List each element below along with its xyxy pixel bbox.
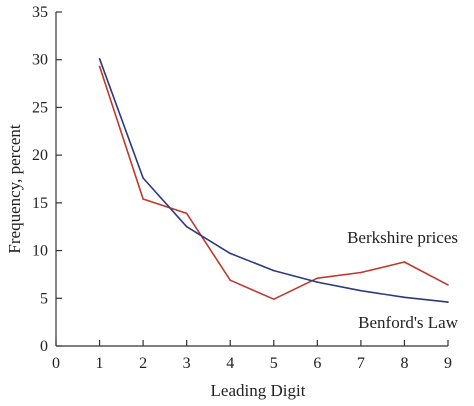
data-point-berkshire-6: [316, 277, 319, 280]
data-point-berkshire-8: [403, 261, 406, 263]
data-point-berkshire-2: [142, 198, 144, 200]
data-point-berkshire-7: [360, 271, 362, 274]
series-line-benfords-law: [98, 58, 449, 303]
x-tick-label-8: 8: [400, 355, 408, 372]
annotation-benfords-law: Benford's Law: [358, 313, 459, 332]
series-line-berkshire-prices: [98, 66, 449, 301]
data-point-berkshire-5: [272, 298, 275, 301]
y-tick-label-5: 5: [40, 290, 48, 307]
y-axis-label: Frequency, percent: [5, 124, 24, 253]
y-tick-label-0: 0: [40, 338, 48, 355]
x-ticks: 0 1 2 3 4 5 6 7 8 9: [52, 340, 452, 372]
data-point-benford-3: [185, 225, 188, 228]
data-point-berkshire-1: [98, 65, 101, 68]
x-tick-label-5: 5: [270, 355, 278, 372]
y-tick-label-15: 15: [32, 195, 48, 212]
data-point-benford-5: [272, 269, 275, 272]
y-ticks: 0 5 10 15 20 25 30 35: [32, 4, 62, 355]
data-point-benford-1: [98, 57, 101, 60]
data-point-benford-4: [229, 252, 232, 255]
y-tick-label-25: 25: [32, 99, 48, 116]
y-tick-label-30: 30: [32, 52, 48, 69]
x-tick-label-0: 0: [52, 355, 60, 372]
y-tick-label-20: 20: [32, 147, 48, 164]
y-tick-label-35: 35: [32, 4, 48, 21]
data-point-benford-9: [447, 301, 449, 303]
data-point-berkshire-9: [447, 284, 449, 286]
x-axis-label: Leading Digit: [211, 381, 306, 400]
data-point-benford-6: [316, 281, 319, 283]
x-tick-label-1: 1: [96, 355, 104, 372]
x-tick-label-2: 2: [139, 355, 147, 372]
data-point-berkshire-4: [229, 279, 232, 281]
y-tick-label-10: 10: [32, 243, 48, 260]
data-point-benford-7: [360, 289, 362, 292]
annotation-berkshire-prices: Berkshire prices: [347, 228, 458, 247]
x-tick-label-9: 9: [444, 355, 452, 372]
data-point-benford-2: [142, 177, 144, 179]
x-tick-label-7: 7: [357, 355, 365, 372]
axes-layer: [55, 12, 448, 347]
series-layer: [98, 57, 449, 303]
x-tick-label-4: 4: [226, 355, 234, 372]
data-point-berkshire-3: [185, 212, 188, 215]
data-point-benford-8: [403, 296, 406, 299]
x-tick-label-6: 6: [313, 355, 321, 372]
x-tick-label-3: 3: [183, 355, 191, 372]
